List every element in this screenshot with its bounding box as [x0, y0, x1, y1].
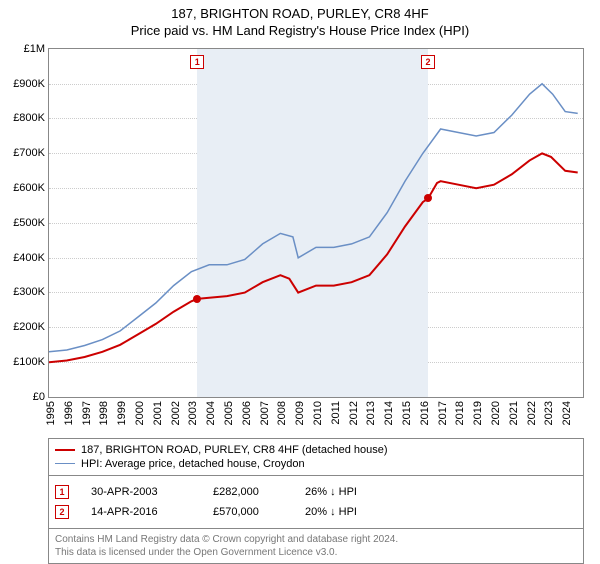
y-tick-label: £600K [13, 182, 45, 194]
x-tick-label: 2011 [330, 401, 342, 425]
x-tick-label: 1995 [45, 401, 57, 425]
y-tick-label: £200K [13, 321, 45, 333]
x-tick-label: 2014 [383, 401, 395, 425]
series-property [49, 153, 578, 362]
event-marker-box: 1 [55, 485, 69, 499]
legend-label: 187, BRIGHTON ROAD, PURLEY, CR8 4HF (det… [81, 444, 388, 456]
legend-swatch [55, 463, 75, 464]
legend-row: HPI: Average price, detached house, Croy… [55, 457, 577, 471]
x-tick-label: 2017 [437, 401, 449, 425]
event-date: 14-APR-2016 [91, 506, 191, 518]
event-row: 1 30-APR-2003 £282,000 26% ↓ HPI [55, 482, 577, 502]
x-tick-label: 2020 [490, 401, 502, 425]
x-tick-label: 2005 [223, 401, 235, 425]
y-tick-label: £100K [13, 356, 45, 368]
x-tick-label: 2006 [241, 401, 253, 425]
event-marker-1: 1 [190, 55, 204, 69]
credit-box: Contains HM Land Registry data © Crown c… [48, 529, 584, 564]
y-tick-label: £500K [13, 217, 45, 229]
x-tick-label: 2022 [526, 401, 538, 425]
x-tick-label: 2009 [294, 401, 306, 425]
x-tick-label: 2015 [401, 401, 413, 425]
x-tick-label: 2001 [152, 401, 164, 425]
x-tick-label: 2019 [472, 401, 484, 425]
legend-label: HPI: Average price, detached house, Croy… [81, 458, 305, 470]
y-tick-label: £900K [13, 78, 45, 90]
y-tick-label: £800K [13, 112, 45, 124]
x-tick-label: 2003 [187, 401, 199, 425]
x-tick-label: 2004 [205, 401, 217, 425]
x-tick-label: 1996 [63, 401, 75, 425]
event-price: £570,000 [213, 506, 283, 518]
event-marker-box: 2 [55, 505, 69, 519]
x-tick-label: 2012 [348, 401, 360, 425]
event-delta: 20% ↓ HPI [305, 506, 357, 518]
x-tick-label: 2024 [561, 401, 573, 425]
chart-container: 187, BRIGHTON ROAD, PURLEY, CR8 4HF Pric… [0, 0, 600, 560]
event-marker-2: 2 [421, 55, 435, 69]
credit-line-1: Contains HM Land Registry data © Crown c… [55, 533, 577, 546]
event-row: 2 14-APR-2016 £570,000 20% ↓ HPI [55, 502, 577, 522]
title-address: 187, BRIGHTON ROAD, PURLEY, CR8 4HF [0, 6, 600, 23]
x-tick-label: 1998 [98, 401, 110, 425]
x-tick-label: 2002 [170, 401, 182, 425]
event-price: £282,000 [213, 486, 283, 498]
x-tick-label: 2008 [276, 401, 288, 425]
x-tick-label: 2010 [312, 401, 324, 425]
chart-plot-area: £0£100K£200K£300K£400K£500K£600K£700K£80… [48, 48, 584, 398]
chart-lines [49, 49, 583, 397]
x-tick-label: 1999 [116, 401, 128, 425]
title-subtitle: Price paid vs. HM Land Registry's House … [0, 23, 600, 40]
legend-swatch [55, 449, 75, 451]
legend-series-list: 187, BRIGHTON ROAD, PURLEY, CR8 4HF (det… [48, 438, 584, 476]
x-tick-label: 2007 [259, 401, 271, 425]
legend-box: 187, BRIGHTON ROAD, PURLEY, CR8 4HF (det… [48, 438, 584, 564]
x-tick-label: 1997 [81, 401, 93, 425]
y-tick-label: £300K [13, 286, 45, 298]
x-tick-label: 2023 [543, 401, 555, 425]
x-tick-label: 2016 [419, 401, 431, 425]
events-list: 1 30-APR-2003 £282,000 26% ↓ HPI 2 14-APR-201… [48, 476, 584, 529]
x-tick-label: 2018 [454, 401, 466, 425]
legend-row: 187, BRIGHTON ROAD, PURLEY, CR8 4HF (det… [55, 443, 577, 457]
event-delta: 26% ↓ HPI [305, 486, 357, 498]
y-tick-label: £700K [13, 147, 45, 159]
series-hpi [49, 84, 578, 352]
y-tick-label: £1M [24, 43, 45, 55]
sale-point [193, 295, 201, 303]
credit-line-2: This data is licensed under the Open Gov… [55, 546, 577, 559]
x-tick-label: 2013 [365, 401, 377, 425]
sale-point [424, 194, 432, 202]
title-block: 187, BRIGHTON ROAD, PURLEY, CR8 4HF Pric… [0, 0, 600, 40]
event-date: 30-APR-2003 [91, 486, 191, 498]
x-tick-label: 2000 [134, 401, 146, 425]
y-tick-label: £0 [33, 391, 45, 403]
x-tick-label: 2021 [508, 401, 520, 425]
y-tick-label: £400K [13, 252, 45, 264]
